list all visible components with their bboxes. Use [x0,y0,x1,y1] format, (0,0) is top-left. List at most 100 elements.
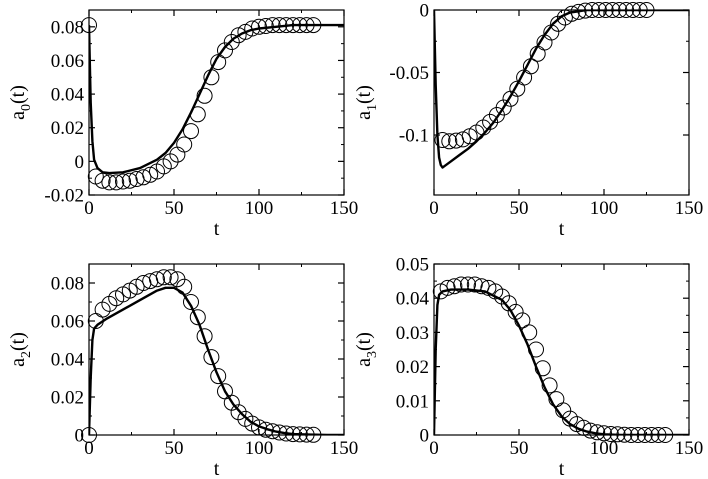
panel-2-frame [88,263,345,436]
data-point-circle [543,24,560,41]
series-line [434,288,689,435]
data-point-circle [460,276,476,293]
data-point-circle [101,174,118,191]
data-point-circle [291,426,308,443]
panel-2: 0 50 100 150 0 0.02 0.04 0.06 0.08 t a2(t) [7,263,359,479]
data-point-circle [514,312,531,329]
data-point-circle [500,295,517,312]
data-point-circle [81,427,97,443]
data-point-circle [618,2,635,18]
data-point-circle [94,172,111,189]
y-tick-label: 0 [75,152,85,173]
y-tick-label: 0.04 [396,289,430,310]
panel-2-plot-area [89,286,344,435]
data-point-circle [108,174,125,191]
panel-1-frame [433,9,690,196]
data-point-circle [230,404,247,421]
data-point-circle [217,42,233,59]
data-point-circle [115,173,131,190]
data-point-circle [495,99,512,116]
x-tick-label: 50 [165,198,184,219]
y-tick-label: 0 [420,1,430,22]
data-point-circle [264,17,281,34]
data-point-circle [446,278,463,295]
data-point-circle [135,169,152,186]
data-point-circle [223,34,240,50]
x-tick-label: 0 [84,198,94,219]
x-tick-label: 100 [590,438,619,459]
data-point-circle [597,2,614,18]
y-axis-label-subscript: 2 [19,351,34,358]
y-tick-label: 0.06 [51,312,84,333]
data-point-circle [305,426,322,443]
data-point-circle [298,426,315,443]
y-tick-label: 0.08 [51,274,84,295]
data-point-circle [550,15,567,32]
y-tick-label: -0.05 [389,63,429,84]
data-point-circle [271,424,288,441]
data-point-circle [264,423,281,440]
data-point-circle [528,341,544,358]
y-tick-label: 0.04 [51,350,85,371]
y-tick-label: 0.02 [51,118,84,139]
data-point-circle [251,18,267,35]
x-tick-label: 50 [510,438,529,459]
x-axis-label: t [214,218,220,240]
series-line [89,286,344,435]
x-tick-label: 150 [675,438,704,459]
data-point-circle [298,17,315,34]
data-point-circle [237,410,254,427]
series-line [434,10,689,169]
x-tick-label: 100 [245,438,274,459]
data-point-circle [155,158,172,175]
data-point-circle [285,17,301,34]
data-point-circle [602,426,619,442]
x-tick-label: 150 [330,198,359,219]
y-axis-label-main: a [353,111,375,120]
data-point-circle [149,271,165,288]
data-point-circle [189,309,206,326]
y-axis-label-subscript: 1 [365,104,380,111]
y-axis-label-tail: (t) [7,85,29,104]
data-point-circle [482,113,499,130]
data-point-circle [616,426,633,443]
data-point-circle [624,2,641,18]
data-point-circle [521,324,538,341]
panel-1-plot-area [434,10,689,169]
panel-0-frame [88,9,345,196]
data-point-circle [589,424,606,441]
data-point-circle [196,87,213,104]
data-point-circle [582,422,599,439]
y-axis-label: a0(t) [7,85,34,120]
data-point-circle [183,123,199,140]
data-point-circle [285,426,301,443]
data-point-circle [210,368,227,385]
x-tick-label: 150 [330,438,359,459]
y-axis-label: a2(t) [7,332,34,367]
y-tick-label: 0.03 [396,323,429,344]
y-tick-label: 0.08 [51,17,84,38]
data-point-circle [257,18,274,34]
y-axis-label-main: a [7,358,29,367]
data-point-circle [434,132,451,148]
data-point-circle [203,69,220,86]
data-point-circle [278,425,295,442]
y-tick-label: 0 [420,426,430,447]
data-point-circle [590,2,607,18]
y-axis-label-subscript: 0 [19,104,34,111]
data-point-circle [650,427,667,443]
data-point-circle [291,17,308,34]
y-axis-label-tail: (t) [7,332,29,351]
data-point-circle [196,328,213,345]
data-point-circle [541,377,558,394]
y-tick-label: 0.02 [396,357,429,378]
x-tick-label: 0 [84,438,94,459]
x-tick-label: 0 [429,438,439,459]
y-axis-label-tail: (t) [353,85,375,104]
data-point-circle [643,427,660,443]
x-tick-label: 100 [590,198,619,219]
data-point-circle [81,17,97,34]
data-point-circle [638,2,655,18]
panel-0-plot-area [89,23,344,175]
y-axis-label: a3(t) [353,332,380,367]
